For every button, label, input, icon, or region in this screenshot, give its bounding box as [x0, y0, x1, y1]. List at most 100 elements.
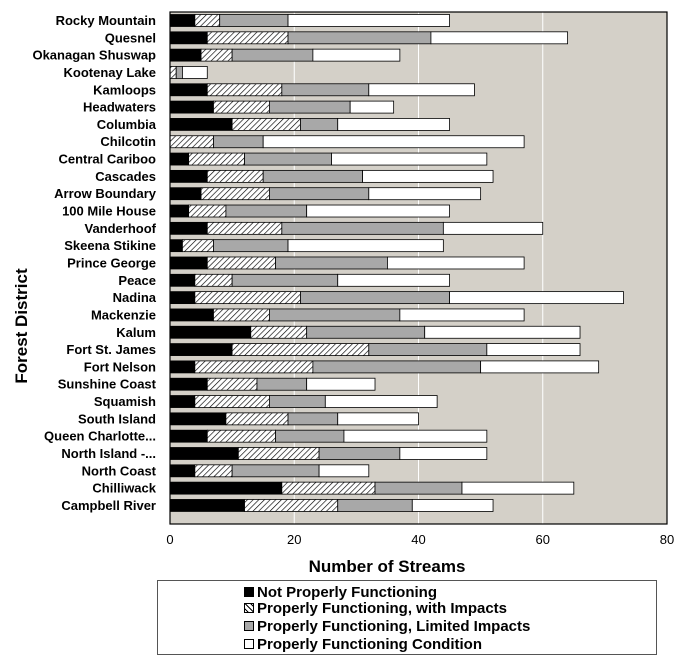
bar-segment-not-properly-functioning — [169, 291, 196, 305]
bar-segment-properly-functioning-condition — [368, 83, 475, 97]
bar-segment-not-properly-functioning — [169, 412, 227, 426]
bar-segment-properly-functioning-condition — [287, 239, 444, 253]
bar-segment-properly-functioning-with-impacts — [182, 239, 214, 253]
legend-swatch — [244, 603, 254, 613]
plot-border — [169, 11, 668, 525]
category-label: Fort St. James — [66, 342, 156, 357]
bar-segment-properly-functioning-limited-impacts — [268, 308, 401, 322]
bar-segment-properly-functioning-limited-impacts — [244, 152, 332, 166]
category-label: Cascades — [95, 169, 156, 184]
bar-segment-properly-functioning-with-impacts — [206, 31, 289, 45]
bar-segment-properly-functioning-condition — [349, 100, 395, 114]
category-label: North Coast — [82, 463, 157, 478]
x-tick-labels: 0 20 40 60 80 — [166, 532, 674, 547]
bar-segment-properly-functioning-limited-impacts — [281, 221, 444, 235]
bar-segment-properly-functioning-with-impacts — [250, 325, 308, 339]
bar-segment-properly-functioning-limited-impacts — [318, 447, 401, 460]
bar-segment-properly-functioning-with-impacts — [188, 204, 227, 218]
bar-segment-properly-functioning-limited-impacts — [175, 66, 183, 79]
bar-segment-not-properly-functioning — [169, 256, 208, 270]
category-label: Sunshine Coast — [58, 377, 157, 392]
category-label: Quesnel — [105, 30, 156, 45]
bar-segment-properly-functioning-with-impacts — [206, 256, 277, 270]
bar-segment-not-properly-functioning — [169, 377, 208, 391]
bar-segment-properly-functioning-with-impacts — [206, 83, 283, 97]
legend-item-properly-functioning-condition: Properly Functioning Condition — [244, 636, 482, 653]
bar-segment-properly-functioning-limited-impacts — [262, 169, 363, 183]
bar-segment-properly-functioning-limited-impacts — [281, 83, 370, 97]
bar-segment-properly-functioning-condition — [337, 412, 419, 426]
bar-segment-properly-functioning-with-impacts — [194, 464, 233, 478]
legend: Not Properly Functioning Properly Functi… — [157, 580, 657, 655]
x-tick-label: 0 — [166, 532, 173, 547]
bar-segment-properly-functioning-limited-impacts — [337, 499, 413, 512]
category-label: Prince George — [67, 255, 156, 270]
bar-segment-not-properly-functioning — [169, 447, 239, 460]
category-label: South Island — [78, 411, 156, 426]
bar-segment-not-properly-functioning — [169, 325, 252, 339]
bar-segment-properly-functioning-condition — [449, 291, 624, 305]
bar-segment-properly-functioning-condition — [362, 169, 494, 183]
legend-swatch — [244, 639, 254, 649]
bar-segment-properly-functioning-limited-impacts — [256, 377, 308, 391]
category-labels: Rocky Mountain Quesnel Okanagan Shuswap Koo… — [32, 13, 156, 513]
bar-segment-not-properly-functioning — [169, 48, 202, 62]
stacked-bar-chart: Rocky Mountain Quesnel Okanagan Shuswap Koo… — [12, 11, 674, 576]
bar-segment-properly-functioning-condition — [324, 395, 438, 408]
legend-item-properly-functioning-with-impacts: Properly Functioning, with Impacts — [244, 599, 508, 617]
bar-segment-properly-functioning-limited-impacts — [231, 48, 314, 62]
bar-segment-properly-functioning-limited-impacts — [287, 412, 339, 426]
bar-segment-properly-functioning-with-impacts — [188, 152, 245, 166]
category-label: Headwaters — [83, 100, 156, 115]
category-label: Campbell River — [61, 498, 156, 513]
category-label: Chilcotin — [100, 134, 156, 149]
x-tick-label: 80 — [660, 532, 674, 547]
bar-segment-properly-functioning-condition — [182, 66, 208, 79]
bar-segment-properly-functioning-condition — [368, 187, 482, 201]
category-label: Chilliwack — [92, 481, 156, 496]
bar-segment-properly-functioning-with-impacts — [169, 135, 214, 149]
category-label: Squamish — [94, 394, 156, 409]
bar-segment-properly-functioning-condition — [318, 464, 370, 478]
bar-segment-properly-functioning-with-impacts — [206, 169, 264, 183]
bar-segment-properly-functioning-with-impacts — [281, 481, 376, 495]
bar-segment-properly-functioning-condition — [442, 221, 544, 235]
bar-segment-properly-functioning-limited-impacts — [268, 395, 326, 408]
bars — [169, 14, 624, 512]
legend-label: Properly Functioning, with Impacts — [257, 599, 508, 617]
category-label: Kootenay Lake — [64, 65, 156, 80]
bar-segment-properly-functioning-condition — [480, 360, 600, 374]
bar-segment-properly-functioning-limited-impacts — [287, 31, 432, 45]
bar-segment-properly-functioning-limited-impacts — [268, 187, 370, 201]
bar-segment-properly-functioning-with-impacts — [194, 395, 270, 408]
category-label: 100 Mile House — [62, 204, 156, 219]
bar-segment-properly-functioning-limited-impacts — [275, 256, 388, 270]
bar-segment-properly-functioning-limited-impacts — [219, 14, 289, 27]
bar-segment-properly-functioning-condition — [486, 343, 581, 356]
category-label: Kamloops — [93, 82, 156, 97]
category-label: Okanagan Shuswap — [32, 48, 156, 63]
bar-segment-properly-functioning-condition — [262, 135, 525, 149]
bar-segment-properly-functioning-limited-impacts — [300, 291, 450, 305]
bar-segment-not-properly-functioning — [169, 221, 208, 235]
bar-segment-properly-functioning-with-impacts — [225, 412, 289, 426]
bar-segment-properly-functioning-condition — [337, 118, 450, 131]
bar-segment-properly-functioning-with-impacts — [206, 221, 283, 235]
bar-segment-properly-functioning-limited-impacts — [312, 360, 482, 374]
bar-segment-properly-functioning-limited-impacts — [213, 239, 289, 253]
bar-segment-properly-functioning-with-impacts — [231, 118, 301, 131]
bar-segment-properly-functioning-with-impacts — [213, 100, 270, 114]
bar-segment-properly-functioning-with-impacts — [194, 14, 221, 27]
bar-segment-properly-functioning-limited-impacts — [268, 100, 351, 114]
bar-segment-not-properly-functioning — [169, 31, 208, 45]
category-label: Mackenzie — [91, 307, 156, 322]
legend-label: Properly Functioning, Limited Impacts — [257, 617, 531, 635]
bar-segment-not-properly-functioning — [169, 308, 214, 322]
bar-segment-properly-functioning-condition — [306, 377, 376, 391]
legend-item-properly-functioning-limited-impacts: Properly Functioning, Limited Impacts — [244, 617, 531, 635]
bar-segment-properly-functioning-condition — [306, 204, 450, 218]
x-tick-label: 20 — [287, 532, 301, 547]
bar-segment-properly-functioning-with-impacts — [200, 48, 233, 62]
bar-segment-properly-functioning-with-impacts — [237, 447, 320, 460]
bar-segment-not-properly-functioning — [169, 118, 233, 131]
